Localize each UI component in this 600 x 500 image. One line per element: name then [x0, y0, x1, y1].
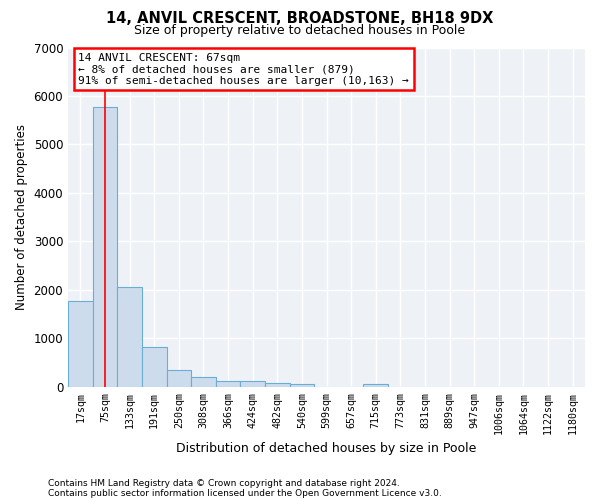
- Bar: [142, 347, 167, 387]
- Bar: [290, 384, 314, 387]
- Bar: [241, 382, 265, 387]
- Text: Contains HM Land Registry data © Crown copyright and database right 2024.: Contains HM Land Registry data © Crown c…: [48, 478, 400, 488]
- Y-axis label: Number of detached properties: Number of detached properties: [15, 124, 28, 310]
- X-axis label: Distribution of detached houses by size in Poole: Distribution of detached houses by size …: [176, 442, 477, 455]
- Bar: [265, 383, 290, 387]
- Text: 14, ANVIL CRESCENT, BROADSTONE, BH18 9DX: 14, ANVIL CRESCENT, BROADSTONE, BH18 9DX: [106, 11, 494, 26]
- Text: Size of property relative to detached houses in Poole: Size of property relative to detached ho…: [134, 24, 466, 37]
- Bar: [167, 370, 191, 387]
- Bar: [92, 106, 117, 387]
- Bar: [117, 288, 142, 387]
- Bar: [68, 300, 92, 387]
- Text: Contains public sector information licensed under the Open Government Licence v3: Contains public sector information licen…: [48, 488, 442, 498]
- Text: 14 ANVIL CRESCENT: 67sqm
← 8% of detached houses are smaller (879)
91% of semi-d: 14 ANVIL CRESCENT: 67sqm ← 8% of detache…: [79, 52, 409, 86]
- Bar: [364, 384, 388, 387]
- Bar: [191, 376, 216, 387]
- Bar: [216, 381, 241, 387]
